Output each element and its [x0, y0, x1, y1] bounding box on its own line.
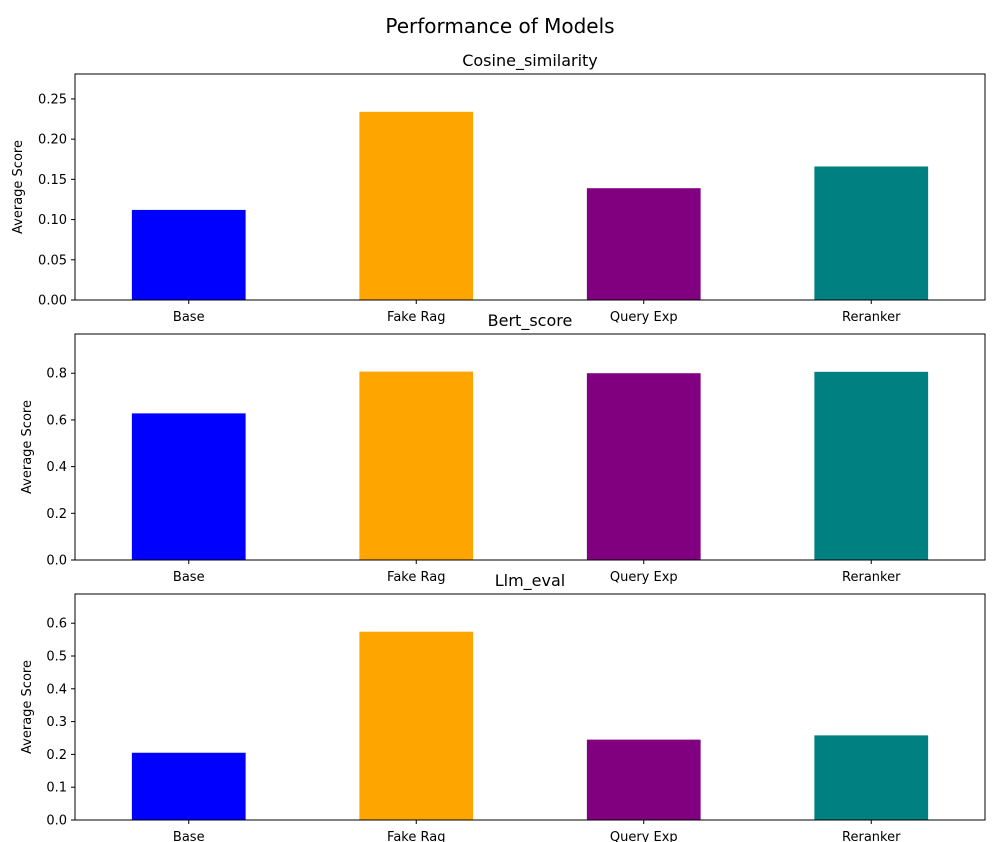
- y-tick-label: 0.4: [46, 460, 67, 475]
- y-tick-label: 0.8: [46, 367, 67, 382]
- subplot-title: Cosine_similarity: [462, 51, 598, 71]
- y-tick-label: 0.3: [46, 715, 67, 730]
- x-tick-label: Fake Rag: [387, 830, 445, 842]
- y-axis-label: Average Score: [20, 660, 35, 754]
- y-tick-label: 0.10: [38, 213, 67, 228]
- bar-query-exp: [586, 739, 701, 820]
- y-tick-label: 0.1: [46, 781, 67, 796]
- y-tick-label: 0.4: [46, 682, 67, 697]
- x-tick-label: Reranker: [842, 570, 901, 585]
- y-tick-label: 0.0: [46, 814, 67, 829]
- bar-reranker: [814, 371, 929, 560]
- bar-fake-rag: [359, 371, 474, 560]
- plot-frame: [74, 333, 986, 561]
- bar-base: [131, 413, 246, 560]
- y-tick-label: 0.6: [46, 413, 67, 428]
- x-tick-label: Base: [173, 830, 205, 842]
- y-tick-label: 0.0: [46, 554, 67, 569]
- x-tick-label: Query Exp: [610, 570, 678, 585]
- bar-reranker: [814, 166, 929, 300]
- x-tick-label: Reranker: [842, 310, 901, 325]
- y-tick-label: 0.25: [38, 92, 67, 107]
- bar-fake-rag: [359, 111, 474, 300]
- y-tick-label: 0.00: [38, 294, 67, 309]
- y-axis-label: Average Score: [20, 400, 35, 494]
- x-tick-label: Base: [173, 570, 205, 585]
- bar-base: [131, 209, 246, 300]
- plot-frame: [74, 593, 986, 821]
- y-axis-label: Average Score: [11, 140, 26, 234]
- x-tick-label: Base: [173, 310, 205, 325]
- bar-query-exp: [586, 188, 701, 300]
- figure-title: Performance of Models: [385, 14, 614, 38]
- x-tick-label: Fake Rag: [387, 310, 445, 325]
- x-tick-label: Reranker: [842, 830, 901, 842]
- bar-fake-rag: [359, 631, 474, 820]
- bar-query-exp: [586, 373, 701, 560]
- subplot-title: Bert_score: [488, 311, 573, 331]
- bar-reranker: [814, 735, 929, 820]
- x-tick-label: Fake Rag: [387, 570, 445, 585]
- x-tick-label: Query Exp: [610, 830, 678, 842]
- y-tick-label: 0.6: [46, 617, 67, 632]
- y-tick-label: 0.15: [38, 173, 67, 188]
- plot-frame: [74, 73, 986, 301]
- x-tick-label: Query Exp: [610, 310, 678, 325]
- y-tick-label: 0.5: [46, 649, 67, 664]
- y-tick-label: 0.2: [46, 748, 67, 763]
- y-tick-label: 0.05: [38, 253, 67, 268]
- y-tick-label: 0.20: [38, 133, 67, 148]
- subplot-title: Llm_eval: [495, 571, 566, 591]
- bar-base: [131, 752, 246, 820]
- y-tick-label: 0.2: [46, 507, 67, 522]
